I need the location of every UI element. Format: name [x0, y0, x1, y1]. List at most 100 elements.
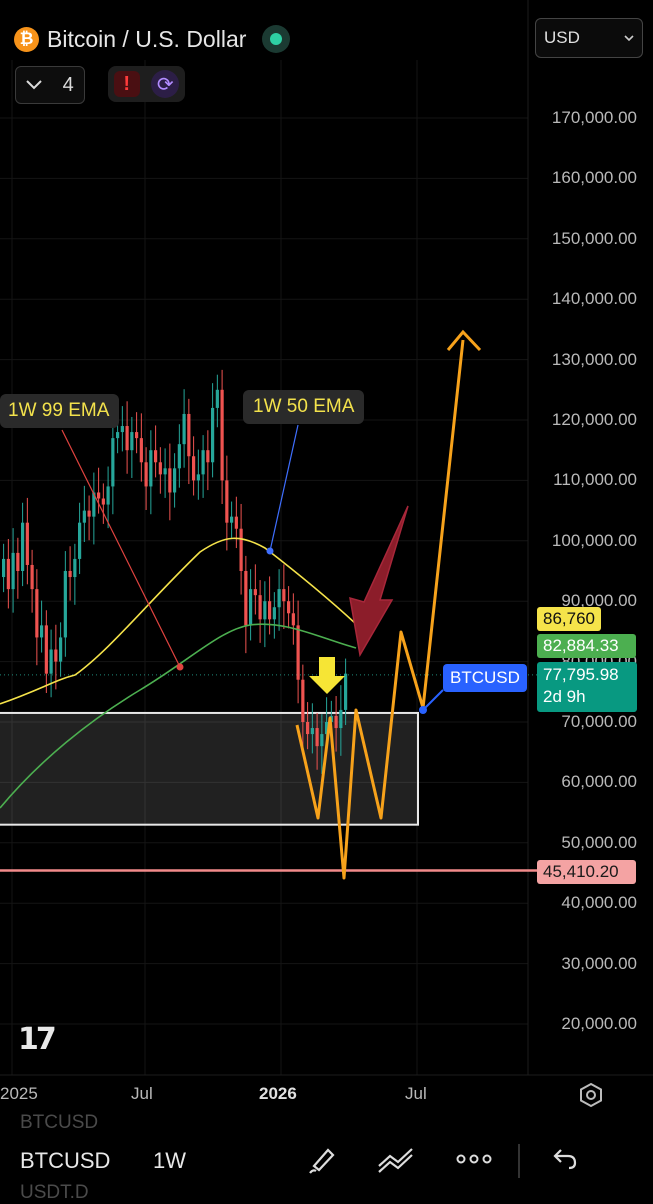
ema99-annotation[interactable]: 1W 99 EMA: [0, 394, 120, 428]
candle-body: [16, 552, 20, 571]
candle-body: [301, 679, 305, 722]
candle-body: [268, 601, 272, 620]
currency-select[interactable]: USD: [535, 18, 643, 58]
candle-body: [111, 438, 115, 487]
candle-body: [192, 456, 196, 481]
candle-body: [220, 389, 224, 481]
candle-body: [68, 571, 72, 578]
y-tick: 60,000.00: [561, 772, 637, 792]
y-tick: 90,000.00: [561, 591, 637, 611]
candle-body: [173, 468, 177, 493]
y-tick: 30,000.00: [561, 953, 637, 973]
candle-body: [125, 426, 129, 451]
ghost-symbol: USDT.D: [20, 1182, 89, 1203]
candle-body: [206, 450, 210, 463]
toolbar-interval[interactable]: 1W: [153, 1148, 186, 1173]
candle-body: [272, 607, 276, 620]
candle-body: [92, 492, 96, 517]
candle-body: [97, 492, 101, 499]
candle-body: [344, 673, 348, 710]
candle-body: [120, 426, 124, 433]
market-open-icon: [262, 25, 291, 53]
candle-body: [54, 649, 58, 662]
trend-lines-icon[interactable]: [376, 1144, 416, 1174]
candle-body: [306, 722, 310, 735]
indicator-count: 4: [62, 73, 74, 96]
ema99-price-tag: 82,884.33: [537, 634, 636, 658]
y-tick: 170,000.00: [551, 108, 637, 127]
y-tick: 40,000.00: [561, 893, 637, 913]
y-tick: 150,000.00: [551, 228, 637, 248]
ema99-pointer-dot: [176, 663, 184, 671]
x-tick: Jul: [405, 1084, 427, 1103]
brush-icon[interactable]: [306, 1142, 340, 1176]
ema50-annotation[interactable]: 1W 50 EMA: [243, 390, 365, 424]
candle-body: [116, 432, 120, 439]
candle-body: [334, 715, 338, 729]
projection-path: [295, 339, 465, 880]
toolbar-symbol[interactable]: BTCUSD: [20, 1148, 111, 1173]
ema50-price-tag: 86,760: [537, 607, 601, 631]
candle-body: [78, 522, 82, 559]
candle-body: [211, 407, 215, 463]
candle-body: [215, 389, 219, 408]
candle-body: [325, 722, 329, 735]
y-tick: 160,000.00: [551, 168, 637, 188]
ema50-pointer-line: [269, 424, 299, 552]
refresh-icon[interactable]: ⟳: [151, 70, 180, 98]
candle-body: [249, 589, 253, 626]
candle-body: [35, 589, 39, 638]
candle-body: [277, 589, 281, 608]
candle-body: [230, 516, 234, 523]
warning-icon[interactable]: !: [113, 71, 140, 97]
candle-body: [234, 516, 238, 529]
symbol-badge: BTCUSD: [443, 664, 527, 692]
candle-body: [101, 498, 105, 505]
candle-body: [182, 413, 186, 445]
support-price-tag: 45,410.20: [537, 860, 636, 884]
y-tick: 120,000.00: [551, 410, 637, 429]
candle-body: [177, 444, 181, 469]
candle-body: [135, 432, 139, 439]
toolbar-divider: [518, 1144, 520, 1178]
y-tick: 70,000.00: [561, 712, 637, 731]
candle-body: [44, 625, 48, 674]
chevron-down-icon: [26, 80, 42, 90]
chevron-down-icon: [624, 34, 634, 41]
last-price-tag: 77,795.98 2d 9h: [537, 662, 637, 712]
candle-body: [106, 486, 110, 505]
badge-pointer-line: [422, 689, 444, 711]
data-status-group[interactable]: ! ⟳: [108, 66, 185, 102]
more-icon[interactable]: [456, 1154, 492, 1164]
indicators-collapse-button[interactable]: 4: [15, 66, 85, 104]
candle-body: [315, 728, 319, 747]
undo-icon[interactable]: [550, 1146, 578, 1172]
candle-body: [6, 558, 10, 590]
candle-body: [82, 510, 86, 523]
currency-value: USD: [544, 28, 580, 47]
candle-body: [282, 589, 286, 602]
red-arrow-icon: [349, 505, 409, 658]
ema50-line: [0, 537, 357, 705]
candle-body: [296, 625, 300, 680]
x-tick: 2026: [259, 1084, 297, 1103]
settings-icon[interactable]: [578, 1082, 604, 1108]
y-tick: 20,000.00: [561, 1014, 637, 1033]
symbol-header[interactable]: ₿ Bitcoin / U.S. Dollar: [14, 22, 291, 56]
candle-body: [291, 613, 295, 626]
candle-body: [11, 552, 15, 590]
candle-body: [320, 734, 324, 747]
candle-body: [130, 432, 134, 451]
y-tick: 100,000.00: [551, 530, 637, 550]
ema50-pointer-dot: [266, 547, 274, 555]
candle-body: [339, 709, 343, 729]
candle-body: [263, 601, 267, 620]
candle-body: [2, 558, 6, 578]
candle-body: [25, 522, 29, 565]
y-tick: 140,000.00: [551, 289, 637, 309]
candle-body: [139, 438, 143, 463]
candle-body: [258, 595, 262, 620]
projection-arrowhead: [446, 329, 482, 352]
candle-body: [187, 413, 191, 457]
